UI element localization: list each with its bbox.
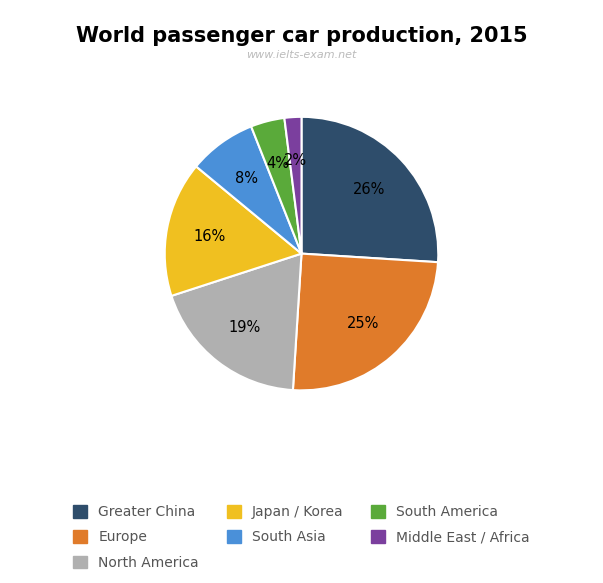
Text: www.ielts-exam.net: www.ielts-exam.net xyxy=(246,50,357,59)
Wedge shape xyxy=(285,117,302,254)
Wedge shape xyxy=(196,127,302,254)
Wedge shape xyxy=(165,166,302,296)
Text: 2%: 2% xyxy=(284,153,307,168)
Text: 8%: 8% xyxy=(235,171,258,185)
Wedge shape xyxy=(293,254,438,391)
Wedge shape xyxy=(302,117,438,262)
Wedge shape xyxy=(251,118,302,254)
Text: 19%: 19% xyxy=(228,320,260,335)
Wedge shape xyxy=(171,254,302,390)
Text: 25%: 25% xyxy=(347,316,379,331)
Text: 4%: 4% xyxy=(267,156,290,171)
Text: World passenger car production, 2015: World passenger car production, 2015 xyxy=(76,26,527,46)
Text: 16%: 16% xyxy=(194,229,226,244)
Text: 26%: 26% xyxy=(353,182,386,197)
Legend: Greater China, Europe, North America, Japan / Korea, South Asia, South America, : Greater China, Europe, North America, Ja… xyxy=(66,498,537,577)
